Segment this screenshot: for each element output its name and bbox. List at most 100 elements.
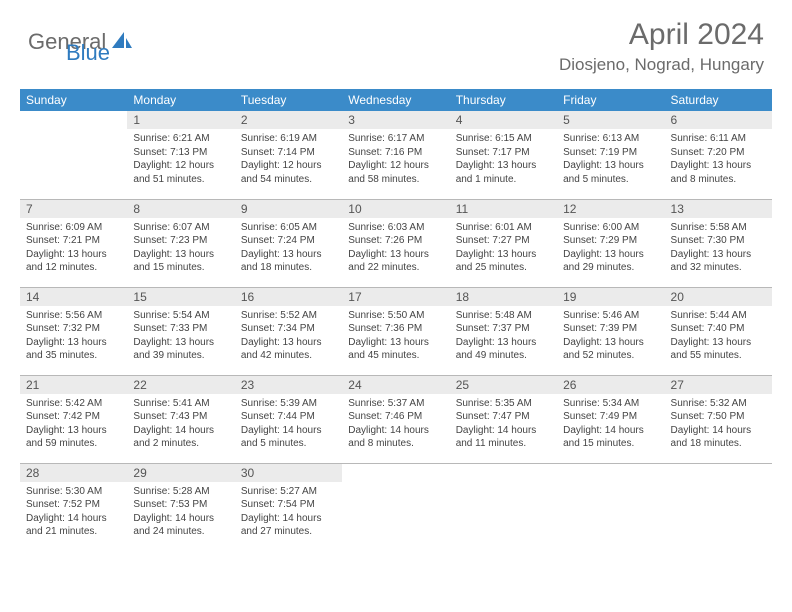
logo: General Blue <box>28 18 158 66</box>
calendar-cell: 10Sunrise: 6:03 AMSunset: 7:26 PMDayligh… <box>342 199 449 287</box>
day-data: Sunrise: 5:32 AMSunset: 7:50 PMDaylight:… <box>665 394 772 455</box>
calendar-cell: 6Sunrise: 6:11 AMSunset: 7:20 PMDaylight… <box>665 111 772 199</box>
day-data: Sunrise: 5:28 AMSunset: 7:53 PMDaylight:… <box>127 482 234 543</box>
day-data: Sunrise: 5:27 AMSunset: 7:54 PMDaylight:… <box>235 482 342 543</box>
calendar-cell <box>20 111 127 199</box>
weekday-header: Sunday <box>20 89 127 111</box>
day-data: Sunrise: 6:21 AMSunset: 7:13 PMDaylight:… <box>127 129 234 190</box>
calendar-cell <box>665 463 772 551</box>
day-data: Sunrise: 6:03 AMSunset: 7:26 PMDaylight:… <box>342 218 449 279</box>
day-data: Sunrise: 5:54 AMSunset: 7:33 PMDaylight:… <box>127 306 234 367</box>
header: General Blue April 2024 Diosjeno, Nograd… <box>0 0 792 81</box>
logo-sail-icon <box>110 30 134 55</box>
day-data: Sunrise: 6:19 AMSunset: 7:14 PMDaylight:… <box>235 129 342 190</box>
weekday-header: Tuesday <box>235 89 342 111</box>
calendar-row: 1Sunrise: 6:21 AMSunset: 7:13 PMDaylight… <box>20 111 772 199</box>
day-number: 25 <box>450 376 557 394</box>
calendar-cell <box>450 463 557 551</box>
calendar-cell: 16Sunrise: 5:52 AMSunset: 7:34 PMDayligh… <box>235 287 342 375</box>
calendar-cell: 11Sunrise: 6:01 AMSunset: 7:27 PMDayligh… <box>450 199 557 287</box>
day-number: 10 <box>342 200 449 218</box>
weekday-header: Wednesday <box>342 89 449 111</box>
day-number: 27 <box>665 376 772 394</box>
calendar-cell: 23Sunrise: 5:39 AMSunset: 7:44 PMDayligh… <box>235 375 342 463</box>
weekday-header: Monday <box>127 89 234 111</box>
day-data: Sunrise: 6:01 AMSunset: 7:27 PMDaylight:… <box>450 218 557 279</box>
day-data: Sunrise: 5:39 AMSunset: 7:44 PMDaylight:… <box>235 394 342 455</box>
day-data: Sunrise: 5:34 AMSunset: 7:49 PMDaylight:… <box>557 394 664 455</box>
calendar-cell: 14Sunrise: 5:56 AMSunset: 7:32 PMDayligh… <box>20 287 127 375</box>
day-data: Sunrise: 5:41 AMSunset: 7:43 PMDaylight:… <box>127 394 234 455</box>
day-number: 17 <box>342 288 449 306</box>
day-number: 30 <box>235 464 342 482</box>
calendar-cell: 25Sunrise: 5:35 AMSunset: 7:47 PMDayligh… <box>450 375 557 463</box>
day-data: Sunrise: 5:46 AMSunset: 7:39 PMDaylight:… <box>557 306 664 367</box>
month-title: April 2024 <box>559 18 764 52</box>
day-data: Sunrise: 6:07 AMSunset: 7:23 PMDaylight:… <box>127 218 234 279</box>
calendar-cell: 5Sunrise: 6:13 AMSunset: 7:19 PMDaylight… <box>557 111 664 199</box>
day-number: 19 <box>557 288 664 306</box>
day-number: 20 <box>665 288 772 306</box>
day-data: Sunrise: 5:50 AMSunset: 7:36 PMDaylight:… <box>342 306 449 367</box>
calendar-cell: 8Sunrise: 6:07 AMSunset: 7:23 PMDaylight… <box>127 199 234 287</box>
day-number: 14 <box>20 288 127 306</box>
day-data: Sunrise: 5:35 AMSunset: 7:47 PMDaylight:… <box>450 394 557 455</box>
day-data: Sunrise: 5:42 AMSunset: 7:42 PMDaylight:… <box>20 394 127 455</box>
day-data: Sunrise: 5:30 AMSunset: 7:52 PMDaylight:… <box>20 482 127 543</box>
day-number: 24 <box>342 376 449 394</box>
day-number: 9 <box>235 200 342 218</box>
calendar-cell: 13Sunrise: 5:58 AMSunset: 7:30 PMDayligh… <box>665 199 772 287</box>
calendar-cell: 29Sunrise: 5:28 AMSunset: 7:53 PMDayligh… <box>127 463 234 551</box>
day-data: Sunrise: 6:11 AMSunset: 7:20 PMDaylight:… <box>665 129 772 190</box>
day-data: Sunrise: 6:13 AMSunset: 7:19 PMDaylight:… <box>557 129 664 190</box>
calendar-cell: 24Sunrise: 5:37 AMSunset: 7:46 PMDayligh… <box>342 375 449 463</box>
calendar-cell: 7Sunrise: 6:09 AMSunset: 7:21 PMDaylight… <box>20 199 127 287</box>
day-number: 23 <box>235 376 342 394</box>
day-number: 8 <box>127 200 234 218</box>
calendar-cell: 1Sunrise: 6:21 AMSunset: 7:13 PMDaylight… <box>127 111 234 199</box>
day-number: 7 <box>20 200 127 218</box>
day-data: Sunrise: 5:48 AMSunset: 7:37 PMDaylight:… <box>450 306 557 367</box>
calendar-cell: 22Sunrise: 5:41 AMSunset: 7:43 PMDayligh… <box>127 375 234 463</box>
day-number: 12 <box>557 200 664 218</box>
day-number: 4 <box>450 111 557 129</box>
day-number: 21 <box>20 376 127 394</box>
day-number: 16 <box>235 288 342 306</box>
calendar-table: SundayMondayTuesdayWednesdayThursdayFrid… <box>20 89 772 551</box>
day-data: Sunrise: 6:00 AMSunset: 7:29 PMDaylight:… <box>557 218 664 279</box>
day-number: 2 <box>235 111 342 129</box>
day-data: Sunrise: 6:15 AMSunset: 7:17 PMDaylight:… <box>450 129 557 190</box>
day-data: Sunrise: 6:05 AMSunset: 7:24 PMDaylight:… <box>235 218 342 279</box>
calendar-cell: 9Sunrise: 6:05 AMSunset: 7:24 PMDaylight… <box>235 199 342 287</box>
day-number: 3 <box>342 111 449 129</box>
calendar-cell: 30Sunrise: 5:27 AMSunset: 7:54 PMDayligh… <box>235 463 342 551</box>
calendar-cell: 18Sunrise: 5:48 AMSunset: 7:37 PMDayligh… <box>450 287 557 375</box>
calendar-row: 28Sunrise: 5:30 AMSunset: 7:52 PMDayligh… <box>20 463 772 551</box>
day-data: Sunrise: 5:58 AMSunset: 7:30 PMDaylight:… <box>665 218 772 279</box>
weekday-header: Saturday <box>665 89 772 111</box>
calendar-row: 7Sunrise: 6:09 AMSunset: 7:21 PMDaylight… <box>20 199 772 287</box>
calendar-cell: 27Sunrise: 5:32 AMSunset: 7:50 PMDayligh… <box>665 375 772 463</box>
day-number: 11 <box>450 200 557 218</box>
day-data: Sunrise: 5:44 AMSunset: 7:40 PMDaylight:… <box>665 306 772 367</box>
calendar-cell: 12Sunrise: 6:00 AMSunset: 7:29 PMDayligh… <box>557 199 664 287</box>
weekday-header: Friday <box>557 89 664 111</box>
calendar-cell: 3Sunrise: 6:17 AMSunset: 7:16 PMDaylight… <box>342 111 449 199</box>
logo-text-blue: Blue <box>66 40 110 66</box>
location-label: Diosjeno, Nograd, Hungary <box>559 55 764 75</box>
calendar-cell: 26Sunrise: 5:34 AMSunset: 7:49 PMDayligh… <box>557 375 664 463</box>
day-data: Sunrise: 6:17 AMSunset: 7:16 PMDaylight:… <box>342 129 449 190</box>
day-number: 5 <box>557 111 664 129</box>
day-number: 28 <box>20 464 127 482</box>
day-number: 29 <box>127 464 234 482</box>
calendar-cell <box>557 463 664 551</box>
calendar-cell: 20Sunrise: 5:44 AMSunset: 7:40 PMDayligh… <box>665 287 772 375</box>
day-number: 15 <box>127 288 234 306</box>
day-number: 1 <box>127 111 234 129</box>
day-data: Sunrise: 5:37 AMSunset: 7:46 PMDaylight:… <box>342 394 449 455</box>
calendar-cell: 21Sunrise: 5:42 AMSunset: 7:42 PMDayligh… <box>20 375 127 463</box>
day-data: Sunrise: 5:56 AMSunset: 7:32 PMDaylight:… <box>20 306 127 367</box>
weekday-header-row: SundayMondayTuesdayWednesdayThursdayFrid… <box>20 89 772 111</box>
calendar-cell: 17Sunrise: 5:50 AMSunset: 7:36 PMDayligh… <box>342 287 449 375</box>
calendar-cell <box>342 463 449 551</box>
